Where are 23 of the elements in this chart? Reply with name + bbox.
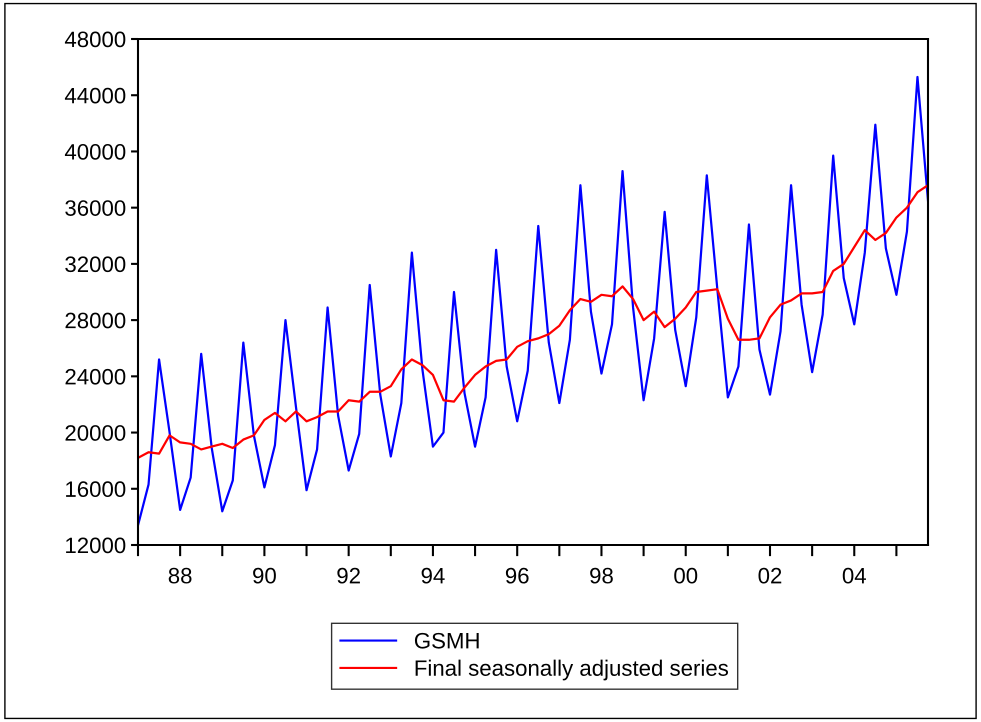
y-tick-label: 24000 [66, 368, 126, 385]
y-tick-label: 44000 [64, 88, 126, 104]
y-tick-label: 40000 [64, 144, 126, 160]
x-tick-label: 00 [674, 568, 698, 584]
y-tick-label: 36000 [65, 200, 126, 216]
y-tick-label: 32000 [65, 256, 126, 272]
x-tick-label: 98 [590, 568, 613, 584]
line-series [138, 184, 928, 459]
x-tick-label: 90 [253, 568, 276, 584]
y-tick-label: 48000 [64, 32, 126, 48]
x-tick-label: 04 [842, 568, 866, 584]
x-tick-label: 88 [168, 568, 192, 584]
line-series [138, 76, 928, 526]
y-tick-label: 12000 [66, 538, 126, 554]
y-tick-label: 20000 [66, 425, 126, 441]
legend-label: GSMH [414, 632, 479, 649]
x-tick-label: 96 [506, 568, 529, 584]
legend-label: Final seasonally adjusted series [416, 660, 728, 680]
x-tick-label: 02 [758, 568, 782, 584]
y-tick-label: 28000 [66, 312, 126, 328]
x-tick-label: 94 [422, 568, 445, 584]
x-tick-label: 92 [337, 568, 360, 584]
y-tick-label: 16000 [66, 481, 126, 498]
